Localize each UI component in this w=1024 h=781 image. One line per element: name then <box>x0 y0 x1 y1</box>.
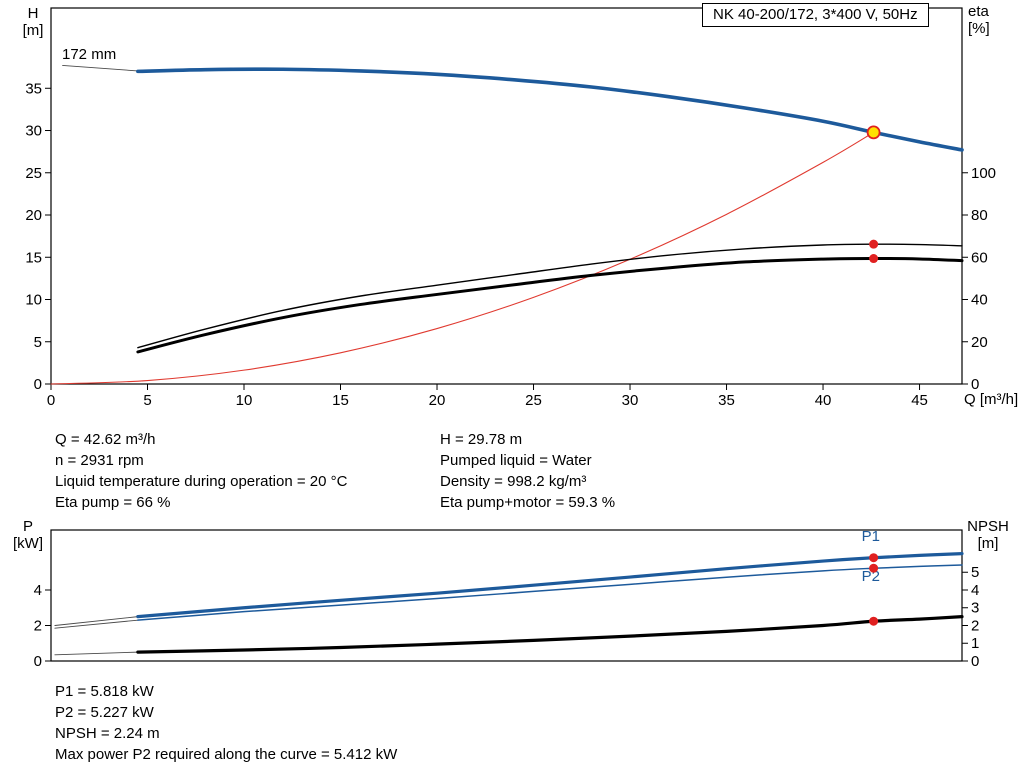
flow-axis-label: Q [m³/h] <box>964 391 1019 408</box>
qh-eta-chart-frame <box>50 7 963 385</box>
eta-pump-marker <box>869 239 879 249</box>
p2-marker <box>869 563 879 573</box>
y-left-tick-label: 4 <box>34 582 42 599</box>
p2-value: P2 = 5.227 kW <box>55 704 154 721</box>
eta-pump-value: Eta pump = 66 % <box>55 494 171 511</box>
head-axis-label: H [m] <box>14 5 52 39</box>
npsh-axis-label: NPSH [m] <box>962 518 1014 552</box>
y-right-tick-label: 2 <box>971 617 979 634</box>
x-tick-label: 0 <box>47 392 55 409</box>
eta-pump-motor-curve <box>136 257 964 354</box>
head-axis-symbol: H <box>27 5 39 22</box>
npsh-curve <box>136 615 964 654</box>
power-axis-label: P [kW] <box>6 518 50 552</box>
p1-value: P1 = 5.818 kW <box>55 683 154 700</box>
eta-axis-unit: [%] <box>968 20 990 37</box>
head-axis-unit: [m] <box>22 22 44 39</box>
y-right-tick-label: 0 <box>971 376 979 393</box>
y-right-tick-label: 100 <box>971 165 996 182</box>
x-tick-label: 5 <box>143 392 151 409</box>
y-right-tick-label: 20 <box>971 334 988 351</box>
pump-title-box: NK 40-200/172, 3*400 V, 50Hz <box>702 3 929 27</box>
x-tick-label: 45 <box>911 392 928 409</box>
p1-curve <box>136 552 964 619</box>
x-tick-label: 35 <box>718 392 735 409</box>
y-left-tick-label: 2 <box>34 617 42 634</box>
npsh-axis-unit: [m] <box>977 535 999 552</box>
eta-axis-label: eta [%] <box>968 3 1008 37</box>
density-value: Density = 998.2 kg/m³ <box>440 473 587 490</box>
eta-pump-motor-marker <box>869 254 879 264</box>
liquid-temperature-value: Liquid temperature during operation = 20… <box>55 473 348 490</box>
y-left-tick-label: 15 <box>25 249 42 266</box>
y-right-tick-label: 1 <box>971 635 979 652</box>
y-right-tick-label: 60 <box>971 249 988 266</box>
impeller-size-label: 172 mm <box>62 46 117 63</box>
npsh-value: NPSH = 2.24 m <box>55 725 160 742</box>
x-tick-label: 15 <box>332 392 349 409</box>
power-axis-unit: [kW] <box>13 535 43 552</box>
x-tick-label: 10 <box>236 392 253 409</box>
head-value: H = 29.78 m <box>440 431 523 448</box>
p2-curve <box>137 564 963 621</box>
duty-point[interactable] <box>866 125 881 140</box>
flow-value: Q = 42.62 m³/h <box>55 431 156 448</box>
system-curve <box>50 131 875 385</box>
x-tick-label: 20 <box>429 392 446 409</box>
y-right-tick-label: 0 <box>971 653 979 670</box>
p1-marker <box>869 553 879 563</box>
y-left-tick-label: 25 <box>25 165 42 182</box>
y-left-tick-label: 20 <box>25 207 42 224</box>
power-info: P1 = 5.818 kW P2 = 5.227 kW NPSH = 2.24 … <box>55 681 397 765</box>
p1-extension <box>54 616 139 626</box>
p2-curve-label: P2 <box>862 568 880 585</box>
eta-axis-symbol: eta <box>968 3 989 20</box>
y-left-tick-label: 5 <box>34 334 42 351</box>
y-right-tick-label: 80 <box>971 207 988 224</box>
duty-info-left: Q = 42.62 m³/h n = 2931 rpm Liquid tempe… <box>55 429 347 513</box>
npsh-axis-symbol: NPSH <box>967 518 1009 535</box>
pumped-liquid-value: Pumped liquid = Water <box>440 452 592 469</box>
p1-curve-label: P1 <box>862 528 880 545</box>
x-tick-label: 30 <box>622 392 639 409</box>
y-left-tick-label: 10 <box>25 292 42 309</box>
y-left-tick-label: 30 <box>25 123 42 140</box>
y-right-tick-label: 40 <box>971 292 988 309</box>
duty-info-right: H = 29.78 m Pumped liquid = Water Densit… <box>440 429 615 513</box>
speed-value: n = 2931 rpm <box>55 452 144 469</box>
y-right-tick-label: 5 <box>971 564 979 581</box>
y-left-tick-label: 0 <box>34 653 42 670</box>
power-axis-symbol: P <box>22 518 33 535</box>
npsh-extension <box>54 651 139 656</box>
y-left-tick-label: 0 <box>34 376 42 393</box>
qh-curve-172mm <box>136 67 964 152</box>
y-right-tick-label: 4 <box>971 582 979 599</box>
power-npsh-chart-frame <box>50 529 963 662</box>
npsh-marker <box>869 616 879 626</box>
max-power-value: Max power P2 required along the curve = … <box>55 746 398 763</box>
y-right-tick-label: 3 <box>971 600 979 617</box>
x-tick-label: 25 <box>525 392 542 409</box>
x-tick-label: 40 <box>815 392 832 409</box>
p2-extension <box>54 619 139 629</box>
qh-eta-chart: 0 5 10 15 20 25 30 35 40 45 0 5 10 15 20 25 30 35 0 20 40 60 8… <box>25 7 996 409</box>
eta-pump-motor-value: Eta pump+motor = 59.3 % <box>440 494 616 511</box>
y-left-tick-label: 35 <box>25 80 42 97</box>
impeller-pointer-line <box>62 65 139 72</box>
